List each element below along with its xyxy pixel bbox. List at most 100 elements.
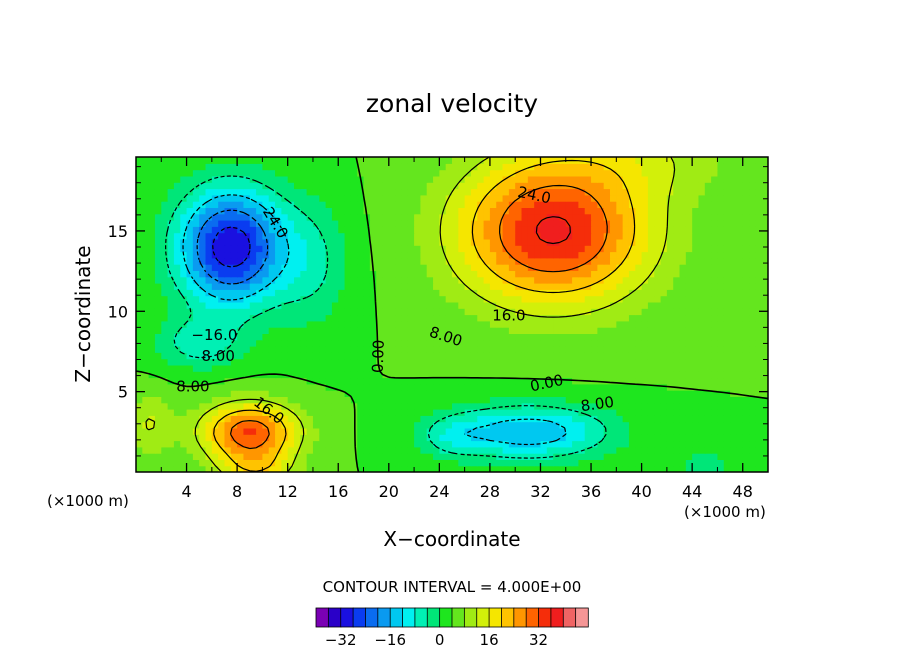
heat-cell	[382, 245, 390, 253]
heat-cell	[376, 421, 384, 429]
heat-cell	[666, 295, 674, 303]
heat-cell	[325, 232, 333, 240]
heat-cell	[584, 352, 592, 360]
heat-cell	[749, 257, 756, 265]
heat-cell	[445, 276, 453, 284]
heat-cell	[685, 402, 693, 410]
heat-cell	[698, 175, 706, 183]
heat-cell	[755, 169, 763, 177]
heat-cell	[281, 238, 289, 246]
heat-cell	[249, 421, 257, 429]
heat-cell	[414, 289, 421, 297]
heat-cell	[635, 459, 643, 467]
heat-cell	[742, 238, 750, 246]
heat-cell	[540, 383, 548, 391]
heat-cell	[294, 453, 301, 460]
heat-cell	[357, 157, 365, 164]
heat-cell	[578, 283, 586, 290]
heat-cell	[464, 270, 472, 278]
heat-cell	[275, 383, 282, 391]
heat-cell	[180, 213, 188, 221]
heat-cell	[660, 434, 668, 442]
heat-cell	[470, 427, 478, 435]
heat-cell	[502, 213, 510, 221]
heat-cell	[527, 283, 535, 290]
heat-cell	[508, 421, 516, 429]
heat-cell	[312, 377, 320, 385]
heat-cell	[312, 194, 320, 202]
heat-cell	[622, 220, 630, 227]
heat-cell	[382, 371, 390, 379]
heat-cell	[603, 169, 611, 177]
heat-cell	[306, 270, 314, 278]
heat-cell	[237, 327, 245, 334]
heat-cell	[154, 314, 162, 322]
heat-cell	[148, 163, 156, 171]
heat-cell	[717, 465, 725, 472]
heat-cell	[685, 175, 693, 183]
heat-cell	[483, 169, 491, 177]
heat-cell	[717, 213, 725, 221]
heat-cell	[470, 207, 478, 215]
heat-cell	[433, 364, 440, 372]
heat-cell	[161, 283, 169, 290]
heat-cell	[508, 182, 516, 190]
heat-cell	[136, 245, 143, 253]
heat-cell	[369, 352, 377, 360]
heat-cell	[470, 409, 478, 416]
heat-cell	[433, 383, 440, 391]
heat-cell	[641, 459, 649, 467]
heat-cell	[331, 446, 339, 454]
heat-cell	[572, 175, 579, 183]
heat-cell	[192, 371, 200, 379]
heat-cell	[433, 169, 440, 177]
heat-cell	[515, 301, 523, 309]
heat-cell	[761, 226, 768, 234]
heat-cell	[654, 289, 662, 297]
heat-cell	[224, 339, 232, 347]
heat-cell	[268, 207, 276, 215]
heat-cell	[470, 352, 478, 360]
heat-cell	[591, 163, 598, 171]
heat-cell	[761, 421, 768, 429]
heat-cell	[350, 327, 358, 334]
heat-cell	[749, 440, 756, 448]
heat-cell	[281, 352, 289, 360]
heat-cell	[717, 371, 725, 379]
heat-cell	[312, 465, 320, 472]
heat-cell	[641, 257, 649, 265]
heat-cell	[199, 226, 207, 234]
heat-cell	[723, 157, 731, 164]
heat-cell	[243, 201, 251, 208]
heat-cell	[388, 427, 396, 435]
heat-cell	[350, 283, 358, 290]
heat-cell	[369, 333, 377, 341]
heat-cell	[161, 434, 169, 442]
heat-cell	[401, 390, 409, 397]
heat-cell	[249, 232, 257, 240]
heat-cell	[388, 264, 396, 271]
heat-cell	[344, 314, 352, 322]
heat-cell	[723, 175, 731, 183]
heat-cell	[230, 427, 238, 435]
heat-cell	[489, 409, 497, 416]
heat-cell	[711, 175, 719, 183]
heat-cell	[382, 276, 390, 284]
heat-cell	[376, 358, 384, 366]
heat-cell	[325, 175, 333, 183]
heat-cell	[458, 245, 466, 253]
heat-cell	[654, 427, 662, 435]
heat-cell	[224, 453, 232, 460]
heat-cell	[401, 182, 409, 190]
heat-cell	[338, 251, 346, 259]
heat-cell	[489, 276, 497, 284]
heat-cell	[761, 182, 768, 190]
heat-cell	[199, 402, 207, 410]
heat-cell	[723, 163, 731, 171]
heat-cell	[243, 169, 251, 177]
heat-cell	[755, 283, 763, 290]
heat-cell	[237, 465, 245, 472]
heat-cell	[502, 245, 510, 253]
heat-cell	[477, 270, 485, 278]
heat-cell	[489, 402, 497, 410]
